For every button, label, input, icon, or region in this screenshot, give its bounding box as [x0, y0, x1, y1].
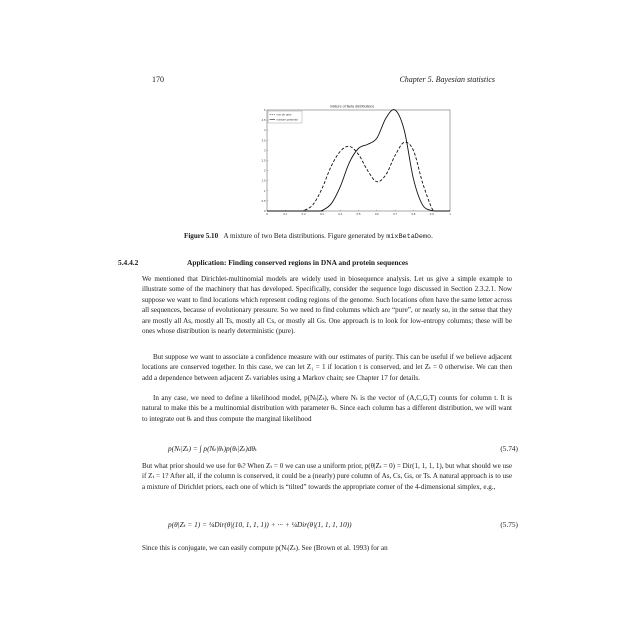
- x-tick-label: 0: [266, 212, 268, 216]
- x-tick-label: 0.4: [338, 212, 342, 216]
- y-tick-label: 0: [264, 209, 266, 213]
- y-tick-label: 3.5: [262, 138, 266, 142]
- y-tick-label: 1.5: [262, 179, 266, 183]
- y-tick-label: 4.5: [262, 118, 266, 122]
- equation-5-75: p(θ|Zₜ = 1) = ¼Dir(θ|(10, 1, 1, 1)) + ··…: [168, 520, 518, 529]
- paragraph-4: But what prior should we use for θₜ? Whe…: [142, 462, 512, 491]
- figure-caption: Figure 5.10 A mixture of two Beta distri…: [184, 232, 524, 241]
- equation-number: (5.74): [500, 444, 518, 453]
- caption-end: .: [431, 232, 433, 240]
- y-tick-label: 4: [264, 128, 266, 132]
- caption-text: A mixture of two Beta distributions. Fig…: [223, 232, 387, 240]
- plot-frame: [266, 109, 451, 212]
- series-lines: [267, 109, 450, 212]
- paragraph-1: We mentioned that Dirichlet-multinomial …: [142, 275, 512, 336]
- section-title: Application: Finding conserved regions i…: [187, 258, 409, 267]
- section-number: 5.4.4.2: [118, 258, 139, 267]
- equation-5-74: p(Nₜ|Zₜ) = ∫ p(Nₜ|θₜ)p(θₜ|Zₜ)dθₜ (5.74): [168, 444, 518, 453]
- equation-number: (5.75): [500, 520, 518, 529]
- last-line: Since this is conjugate, we can easily c…: [142, 544, 388, 552]
- x-tick-label: 0.8: [411, 212, 415, 216]
- paragraph-3: In any case, we need to define a likelih…: [142, 394, 512, 423]
- x-tick-label: 0.5: [357, 212, 361, 216]
- beta-mixture-chart: mixture of Beta distributions 0 0.5 1 1.5 2 2…: [262, 105, 452, 217]
- x-tick-label: 0.6: [375, 212, 379, 216]
- x-axis-ticks: 0 0.1 0.2 0.3 0.4 0.5 0.6 0.7 0.8 0.9 1: [266, 209, 451, 216]
- x-tick-label: 0.3: [320, 212, 324, 216]
- equation-text: p(θ|Zₜ = 1) = ¼Dir(θ|(10, 1, 1, 1)) + ··…: [168, 520, 352, 529]
- x-tick-label: 0.7: [393, 212, 397, 216]
- y-tick-label: 2.5: [262, 159, 266, 163]
- series-line-posterior: [267, 109, 450, 212]
- caption-label: Figure 5.10: [184, 232, 219, 240]
- y-tick-label: 0.5: [262, 199, 266, 203]
- y-tick-label: 2: [264, 169, 266, 173]
- y-tick-label: 1: [264, 189, 266, 193]
- y-tick-label: 3: [264, 148, 266, 152]
- paragraph-2: But suppose we want to associate a confi…: [142, 353, 512, 382]
- equation-text: p(Nₜ|Zₜ) = ∫ p(Nₜ|θₜ)p(θₜ|Zₜ)dθₜ: [168, 444, 257, 453]
- x-tick-label: 0.9: [430, 212, 434, 216]
- legend-label-prior: mix de prior: [277, 113, 292, 117]
- y-axis-ticks: 0 0.5 1 1.5 2 2.5 3 3.5 4 4.5 5: [262, 108, 269, 213]
- caption-code[interactable]: mixBetaDemo: [386, 233, 432, 241]
- legend-label-posterior: mixture posterior: [277, 118, 299, 122]
- chapter-header: Chapter 5. Bayesian statistics: [399, 75, 495, 84]
- x-tick-label: 1: [449, 212, 451, 216]
- y-tick-label: 5: [264, 108, 266, 112]
- chart-legend: mix de prior mixture posterior: [267, 110, 303, 124]
- page-number: 170: [152, 75, 164, 84]
- chart-title: mixture of Beta distributions: [330, 105, 375, 109]
- x-tick-label: 0.1: [283, 212, 287, 216]
- series-line-prior: [267, 141, 450, 212]
- x-tick-label: 0.2: [302, 212, 306, 216]
